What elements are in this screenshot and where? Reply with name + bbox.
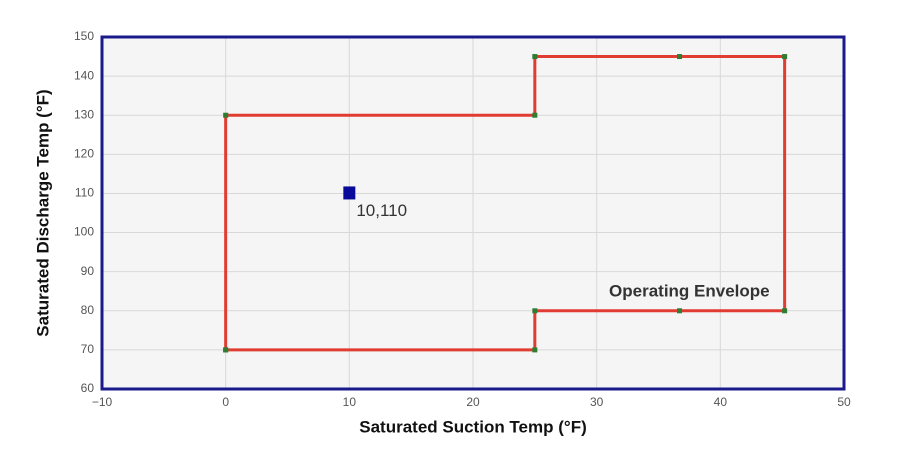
y-tick-label: 100 bbox=[74, 225, 94, 239]
x-tick-label: 50 bbox=[837, 395, 851, 409]
x-axis-title: Saturated Suction Temp (°F) bbox=[359, 417, 587, 436]
y-tick-label: 130 bbox=[74, 107, 94, 121]
y-axis-title: Saturated Discharge Temp (°F) bbox=[33, 89, 52, 336]
envelope-marker bbox=[677, 308, 683, 314]
y-tick-label: 80 bbox=[81, 303, 95, 317]
envelope-marker bbox=[677, 54, 683, 60]
y-tick-label: 140 bbox=[74, 68, 94, 82]
envelope-marker bbox=[782, 308, 788, 314]
x-tick-label: 10 bbox=[343, 395, 357, 409]
envelope-marker bbox=[532, 308, 538, 314]
y-tick-label: 60 bbox=[81, 381, 95, 395]
x-tick-label: 40 bbox=[714, 395, 728, 409]
x-tick-label: 0 bbox=[222, 395, 229, 409]
x-tick-label: 30 bbox=[590, 395, 604, 409]
envelope-label: Operating Envelope bbox=[609, 281, 770, 300]
y-tick-label: 150 bbox=[74, 29, 94, 43]
envelope-marker bbox=[223, 347, 229, 353]
envelope-marker bbox=[532, 54, 538, 60]
point bbox=[343, 186, 356, 200]
x-tick-label: −10 bbox=[92, 395, 113, 409]
envelope-marker bbox=[532, 112, 538, 118]
y-tick-label: 90 bbox=[81, 264, 95, 278]
envelope-marker bbox=[782, 54, 788, 60]
x-tick-label: 20 bbox=[466, 395, 480, 409]
envelope-marker bbox=[532, 347, 538, 353]
y-tick-label: 70 bbox=[81, 342, 95, 356]
y-tick-label: 120 bbox=[74, 147, 94, 161]
y-tick-label: 110 bbox=[75, 186, 94, 200]
marks bbox=[223, 54, 788, 353]
plot-border bbox=[100, 35, 846, 391]
envelope-marker bbox=[223, 112, 229, 118]
point-label: 10,110 bbox=[356, 201, 407, 220]
